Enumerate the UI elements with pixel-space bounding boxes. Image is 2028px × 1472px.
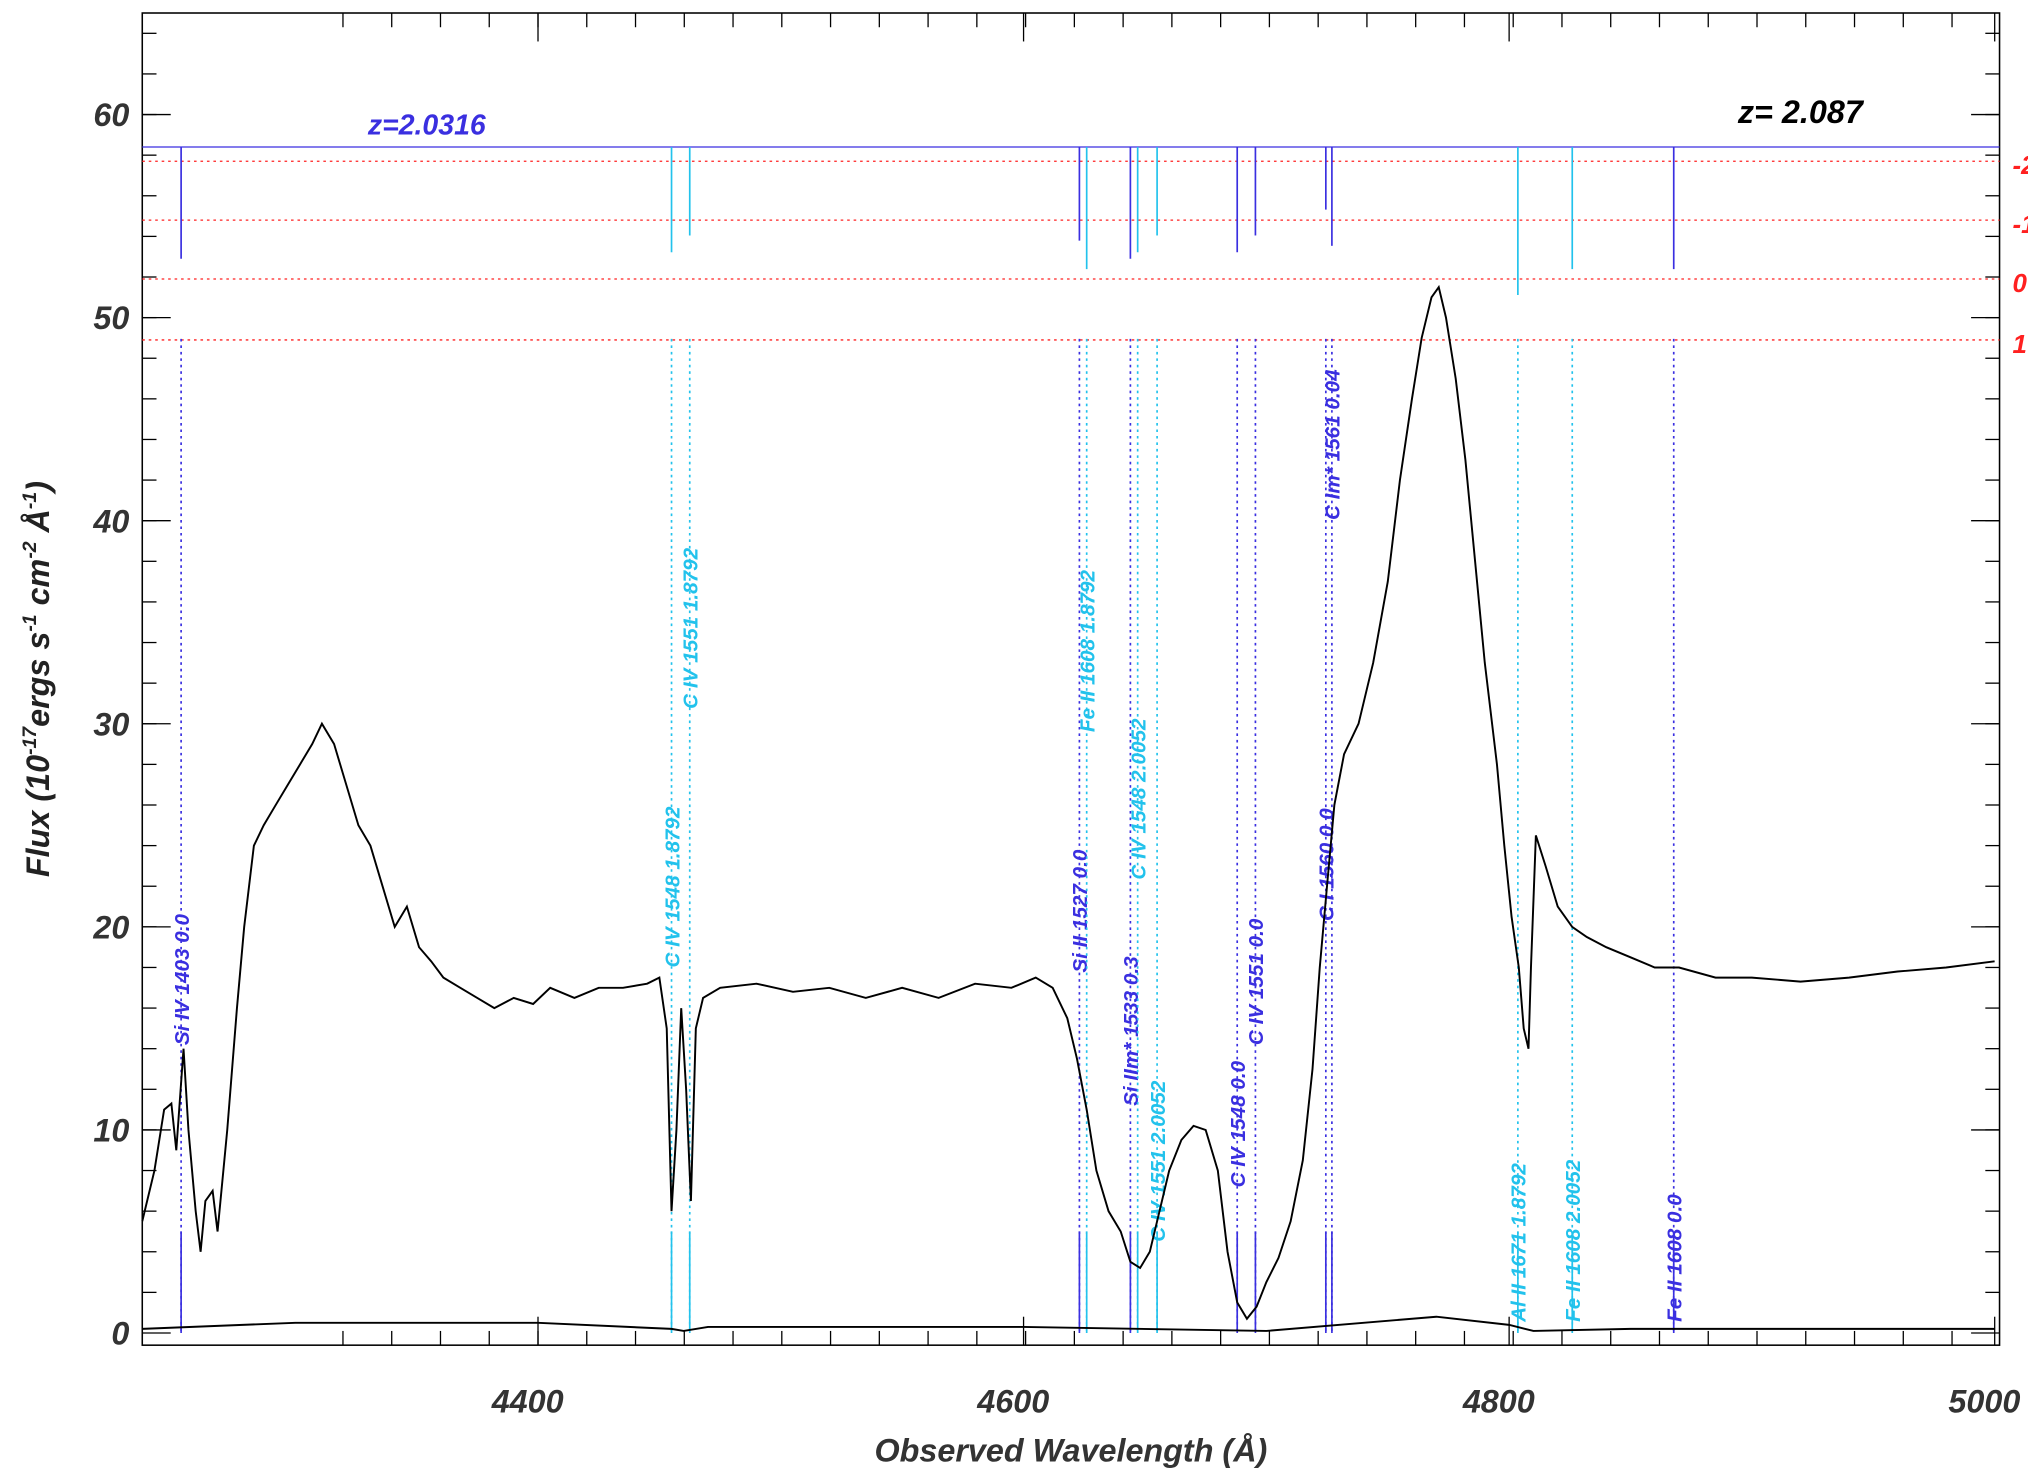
line-label: Fe II 1608 0.0: [1663, 1194, 1686, 1322]
y-tick-label: 60: [93, 97, 129, 133]
y-axis-title-part: cm: [20, 559, 56, 615]
offset-label: 1: [2012, 331, 2026, 359]
line-label: Si IV 1403 0.0: [171, 914, 194, 1046]
x-tick-label: 4400: [491, 1383, 564, 1419]
y-tick-label: 50: [93, 300, 129, 336]
y-axis-title-part: ): [20, 481, 56, 495]
absorber-label: z= 2.087: [1737, 94, 1865, 130]
line-label: C IV 1548 2.0052: [1127, 718, 1150, 880]
x-tick-label: 4600: [976, 1383, 1049, 1419]
y-axis-title-part: -17: [19, 726, 41, 755]
plot-frame: [141, 12, 2001, 1346]
y-axis-title-part: Å: [19, 509, 56, 541]
offset-label: -2: [2012, 152, 2028, 180]
line-label: Si IIm* 1533 0.3: [1120, 956, 1143, 1106]
spectrum: [141, 284, 1995, 1321]
line-label: C IV 1551 0.0: [1245, 918, 1268, 1045]
line-label: C IV 1548 0.0: [1227, 1060, 1250, 1187]
y-axis-title-part: -2: [19, 541, 41, 558]
line-label: C IV 1548 1.8792: [661, 806, 684, 968]
offset-label: 0: [2012, 270, 2027, 298]
absorber-label: z=2.0316: [367, 110, 486, 142]
y-tick-label: 30: [93, 706, 129, 742]
line-label: Si II 1527 0.0: [1069, 849, 1092, 973]
y-axis-title-part: Flux (10: [20, 755, 56, 877]
y-tick-label: 20: [92, 909, 129, 945]
y-axis-title: Flux (10-17ergs s-1 cm-2 Å-1): [19, 481, 56, 877]
y-axis-title-part: -1: [19, 614, 41, 631]
line-label: C I 1560 0.0: [1316, 808, 1339, 921]
spectrum: [142, 1315, 1995, 1332]
y-axis-title-part: -1: [19, 492, 41, 509]
y-axis-title-part: ergs s: [20, 632, 56, 727]
x-tick-label: 5000: [1948, 1383, 2020, 1419]
line-label: Al II 1671 1.8792: [1508, 1163, 1531, 1323]
line-label: Fe II 1608 2.0052: [1562, 1159, 1585, 1322]
y-tick-label: 10: [93, 1113, 129, 1149]
line-label: Fe II 1608 1.8792: [1076, 569, 1099, 732]
line-label: C Im* 1561 0.04: [1322, 369, 1345, 520]
line-label: C IV 1551 2.0052: [1147, 1080, 1170, 1242]
y-tick-label: 0: [111, 1316, 129, 1352]
offset-label: -1: [2012, 211, 2028, 239]
line-label: C IV 1551 1.8792: [680, 547, 703, 709]
x-axis-title: Observed Wavelength (Å): [874, 1432, 1267, 1469]
x-tick-label: 4800: [1462, 1383, 1535, 1419]
y-tick-label: 40: [92, 503, 129, 539]
